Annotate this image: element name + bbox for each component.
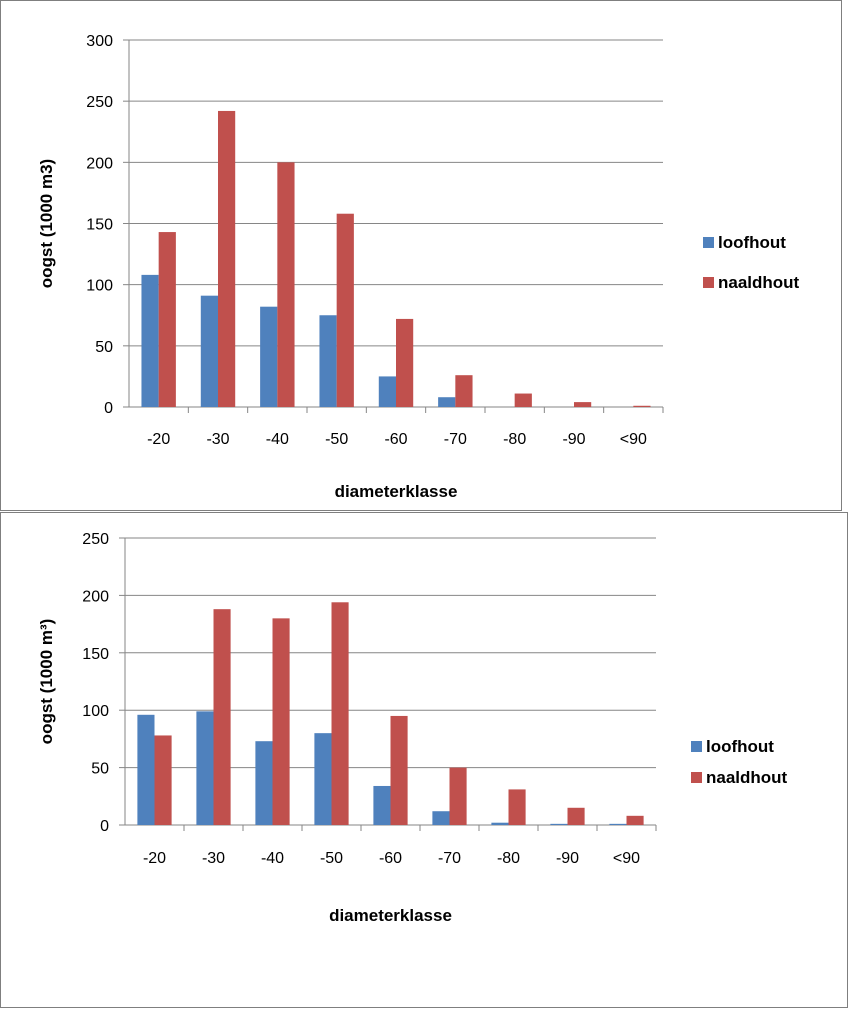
chart-panel-1: 0 50 100 150 200 250 300 -20 -30 -40 -50 -60 -70 -80 -…	[0, 0, 842, 511]
y-tick-label: 200	[86, 155, 113, 172]
bar-naaldhout	[455, 375, 473, 407]
x-tick-label: -80	[497, 850, 520, 867]
bar-naaldhout	[277, 162, 295, 407]
x-tick-label: -60	[379, 850, 402, 867]
bar-naaldhout	[508, 789, 526, 825]
bar-naaldhout	[390, 715, 408, 825]
x-tick-label: -60	[384, 431, 407, 448]
bar-loofhout	[550, 823, 568, 825]
bar-loofhout	[373, 785, 391, 825]
y-axis-title: oogst (1000 m3)	[37, 159, 56, 288]
bar-naaldhout	[567, 807, 585, 825]
y-tick-label: 50	[95, 339, 113, 356]
y-tick-label: 150	[86, 217, 113, 234]
bar-naaldhout	[633, 405, 651, 407]
chart-1: 0 50 100 150 200 250 300 -20 -30 -40 -50 -60 -70 -80 -…	[37, 33, 800, 501]
bar-naaldhout	[574, 402, 592, 407]
x-axis-title: diameterklasse	[335, 482, 458, 501]
bar-naaldhout	[396, 318, 414, 407]
bar-naaldhout	[626, 815, 644, 825]
chart-2: 0 50 100 150 200 250 -20 -30 -40 -50 -60 -70 -80 -90 <…	[37, 531, 788, 925]
chart-panel-2: 0 50 100 150 200 250 -20 -30 -40 -50 -60 -70 -80 -90 <…	[0, 512, 848, 1008]
bar-loofhout	[438, 397, 456, 407]
y-tick-label: 0	[100, 818, 109, 835]
bar-loofhout	[141, 274, 159, 407]
legend-label-loofhout: loofhout	[718, 233, 786, 252]
bar-naaldhout	[154, 735, 172, 825]
bar-naaldhout	[272, 618, 290, 825]
y-tick-label: 100	[86, 278, 113, 295]
bar-loofhout	[491, 822, 509, 825]
bar-loofhout	[314, 733, 332, 825]
y-tick-label: 0	[104, 400, 113, 417]
y-tick-label: 250	[86, 94, 113, 111]
y-tick-label: 300	[86, 33, 113, 50]
y-tick-label: 250	[82, 531, 109, 548]
legend-swatch-loofhout	[703, 237, 714, 248]
x-tick-label: -90	[556, 850, 579, 867]
bar-naaldhout	[218, 110, 236, 407]
y-tick-label: 150	[82, 646, 109, 663]
x-tick-label: -30	[202, 850, 225, 867]
y-axis-title: oogst (1000 m³)	[37, 619, 56, 745]
y-tick-label: 200	[82, 588, 109, 605]
x-tick-label: -20	[147, 431, 170, 448]
bar-naaldhout	[336, 213, 354, 407]
x-tick-label: -70	[438, 850, 461, 867]
x-tick-label: -80	[503, 431, 526, 448]
legend-label-loofhout: loofhout	[706, 737, 774, 756]
x-tick-label: -40	[261, 850, 284, 867]
bar-loofhout	[319, 315, 337, 407]
bar-naaldhout	[449, 767, 467, 825]
bar-naaldhout	[158, 232, 176, 407]
x-tick-label: -70	[444, 431, 467, 448]
bar-naaldhout	[213, 609, 231, 825]
y-tick-label: 100	[82, 703, 109, 720]
x-tick-label: <90	[613, 850, 640, 867]
y-tick-label: 50	[91, 761, 109, 778]
x-tick-label: -40	[266, 431, 289, 448]
legend-label-naaldhout: naaldhout	[718, 273, 800, 292]
legend-swatch-naaldhout	[691, 772, 702, 783]
x-axis-title: diameterklasse	[329, 906, 452, 925]
bar-loofhout	[378, 376, 396, 407]
legend-swatch-loofhout	[691, 741, 702, 752]
x-tick-label: <90	[620, 431, 647, 448]
legend-swatch-naaldhout	[703, 277, 714, 288]
bar-naaldhout	[514, 393, 532, 407]
x-tick-label: -50	[325, 431, 348, 448]
x-tick-label: -90	[562, 431, 585, 448]
x-tick-label: -50	[320, 850, 343, 867]
bar-loofhout	[137, 714, 155, 825]
bar-naaldhout	[331, 602, 349, 825]
bar-loofhout	[609, 823, 627, 825]
x-tick-label: -30	[206, 431, 229, 448]
bar-loofhout	[196, 711, 214, 825]
legend-label-naaldhout: naaldhout	[706, 768, 788, 787]
bar-loofhout	[260, 306, 278, 407]
x-tick-label: -20	[143, 850, 166, 867]
bar-loofhout	[255, 741, 273, 825]
bar-loofhout	[200, 295, 218, 407]
bar-loofhout	[432, 811, 450, 825]
